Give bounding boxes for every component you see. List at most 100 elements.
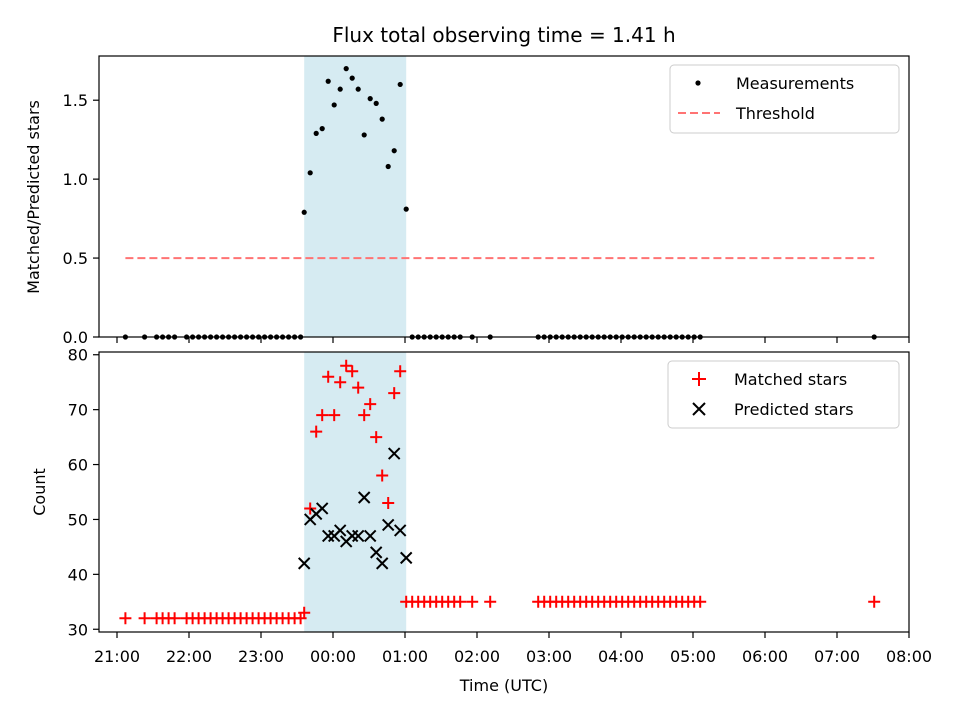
matched-star-point (358, 409, 371, 422)
top-y-axis-label: Matched/Predicted stars (24, 100, 43, 294)
measurement-point (373, 100, 379, 106)
legend-matched-marker (692, 372, 706, 386)
matched-star-point (310, 425, 323, 438)
top-panel: 0.0 0.5 1.0 1.5 Flux total observing time =… (24, 23, 910, 347)
predicted-star-point (387, 447, 401, 460)
measurement-point (319, 126, 325, 132)
matched-star-point (334, 376, 347, 389)
predicted-star-point (375, 557, 389, 570)
bottom-x-tick-label: 07:00 (814, 647, 860, 666)
legend-measurements-label: Measurements (736, 74, 854, 93)
measurement-point (301, 209, 307, 215)
measurement-point (397, 81, 403, 88)
top-axes-frame (98, 55, 910, 338)
matched-star-point (119, 612, 132, 625)
matched-star-point (394, 365, 407, 378)
measurement-point (337, 86, 343, 92)
matched-star-point (168, 612, 181, 625)
bottom-x-tick-label: 23:00 (238, 647, 284, 666)
measurement-point (379, 116, 385, 122)
measurement-point (307, 170, 313, 176)
measurement-point (313, 130, 319, 136)
measurement-point (361, 132, 367, 138)
bottom-x-tick-label: 02:00 (454, 647, 500, 666)
measurement-point (331, 102, 337, 108)
bottom-y-tick-label: 80 (68, 346, 88, 365)
bottom-legend-frame (667, 360, 900, 429)
matched-star-point (352, 381, 365, 394)
bottom-axes-frame (98, 351, 910, 633)
top-title: Flux total observing time = 1.41 h (332, 23, 675, 47)
matched-star-point (868, 595, 881, 608)
matched-star-point (466, 595, 479, 608)
top-y-tick-label: 1.5 (63, 91, 88, 110)
bottom-x-tick-label: 03:00 (526, 647, 572, 666)
top-y-tick-label: 1.0 (63, 170, 88, 189)
matched-star-point (388, 387, 401, 400)
legend-threshold-label: Threshold (735, 104, 815, 123)
matched-star-point (370, 431, 383, 444)
bottom-x-tick-label: 04:00 (598, 647, 644, 666)
bottom-x-tick-label: 22:00 (166, 647, 212, 666)
top-y-tick-label: 0.5 (63, 249, 88, 268)
top-legend-frame (669, 64, 900, 134)
top-highlight-band (304, 56, 407, 337)
bottom-x-tick-label: 00:00 (310, 647, 356, 666)
bottom-x-axis-label: Time (UTC) (459, 676, 548, 695)
predicted-star-point (357, 491, 371, 504)
matched-star-point (376, 469, 389, 482)
predicted-star-point (393, 524, 407, 537)
bottom-y-tick-label: 40 (68, 565, 88, 584)
measurement-point (391, 148, 397, 154)
predicted-star-point (297, 557, 311, 570)
top-x-ticks (116, 337, 910, 343)
predicted-star-point (369, 546, 383, 559)
bottom-highlight-band (304, 352, 407, 632)
bottom-x-tick-label: 01:00 (382, 647, 428, 666)
bottom-y-tick-label: 70 (68, 401, 88, 420)
matched-star-point (364, 398, 377, 411)
predicted-star-point (351, 529, 365, 543)
legend-matched-label: Matched stars (734, 370, 847, 389)
measurement-point (355, 86, 361, 92)
bottom-y-axis-label: Count (30, 468, 49, 516)
matched-star-point (304, 502, 317, 515)
bottom-legend: Matched stars Predicted stars (667, 360, 900, 429)
predicted-star-point (399, 551, 413, 565)
top-legend: Measurements Threshold (669, 64, 900, 134)
matched-star-point (316, 409, 329, 422)
predicted-star-point (315, 502, 329, 515)
predicted-star-points (297, 447, 413, 570)
measurement-point (367, 96, 373, 102)
measurement-point (325, 78, 331, 84)
matched-star-point (454, 595, 467, 608)
predicted-star-point (333, 524, 347, 537)
legend-predicted-label: Predicted stars (734, 400, 854, 419)
matched-star-point (298, 606, 311, 619)
bottom-x-tick-label: 21:00 (94, 647, 140, 666)
bottom-panel: 21:00 22:00 23:00 00:00 01:00 02:00 03:00 04:00… (30, 346, 932, 695)
top-y-ticks: 0.0 0.5 1.0 1.5 (63, 91, 99, 347)
matched-star-point (322, 370, 335, 383)
bottom-y-tick-label: 30 (68, 620, 88, 639)
measurement-point (349, 75, 355, 81)
bottom-x-tick-label: 05:00 (670, 647, 716, 666)
legend-measurement-marker (695, 80, 701, 86)
bottom-x-ticks: 21:00 22:00 23:00 00:00 01:00 02:00 03:00 04:00… (94, 632, 932, 666)
matched-star-point (346, 365, 359, 378)
bottom-y-ticks: 30 40 50 60 70 80 (68, 346, 99, 639)
bottom-y-tick-label: 60 (68, 456, 88, 475)
legend-predicted-marker (692, 402, 706, 416)
matched-star-point (484, 595, 497, 608)
matched-star-point (340, 359, 353, 372)
measurement-point (385, 163, 391, 170)
predicted-star-point (363, 529, 377, 543)
matched-star-point (138, 612, 151, 625)
predicted-star-point (381, 518, 395, 532)
bottom-x-tick-label: 06:00 (742, 647, 788, 666)
bottom-y-tick-label: 50 (68, 510, 88, 529)
matched-star-point (382, 496, 395, 509)
bottom-x-tick-label: 08:00 (886, 647, 932, 666)
matched-star-points (119, 359, 881, 625)
